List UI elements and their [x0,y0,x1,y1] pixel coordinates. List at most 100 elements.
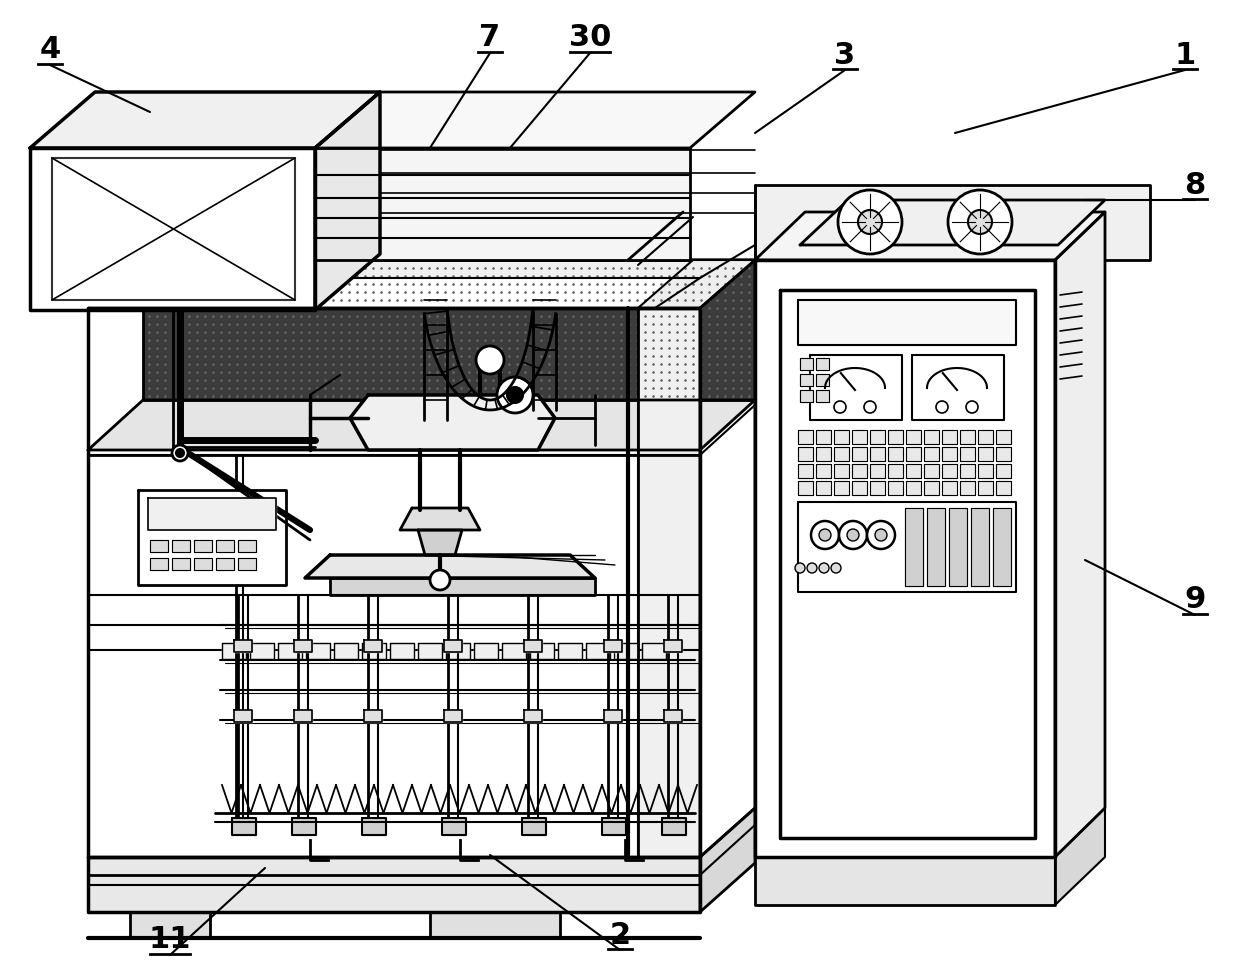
Polygon shape [835,447,849,461]
Polygon shape [835,464,849,478]
Polygon shape [130,912,210,938]
Polygon shape [799,502,1016,592]
Circle shape [430,570,450,590]
Polygon shape [150,558,167,570]
Polygon shape [294,640,312,652]
Polygon shape [662,818,686,835]
Polygon shape [401,508,480,530]
Circle shape [507,387,523,403]
Circle shape [476,346,503,374]
Polygon shape [148,498,277,530]
Circle shape [875,529,887,541]
Polygon shape [291,818,316,835]
Circle shape [176,449,184,457]
Circle shape [949,190,1012,254]
Polygon shape [444,710,463,722]
Circle shape [838,190,901,254]
Polygon shape [234,640,252,652]
Polygon shape [852,481,867,495]
Text: 3: 3 [835,41,856,70]
Polygon shape [870,481,885,495]
Polygon shape [799,430,813,444]
Polygon shape [816,374,830,386]
Polygon shape [216,558,234,570]
Polygon shape [996,481,1011,495]
Polygon shape [306,643,330,659]
Polygon shape [418,643,441,659]
Text: 11: 11 [149,925,191,954]
Polygon shape [1055,808,1105,905]
Polygon shape [755,857,1055,905]
Polygon shape [996,464,1011,478]
Polygon shape [474,643,498,659]
Polygon shape [143,260,755,400]
Polygon shape [642,643,666,659]
Polygon shape [522,818,546,835]
Polygon shape [816,481,831,495]
Text: 7: 7 [480,23,501,52]
Polygon shape [996,447,1011,461]
Polygon shape [942,430,957,444]
Polygon shape [587,643,610,659]
Polygon shape [558,643,582,659]
Polygon shape [835,481,849,495]
Polygon shape [222,643,246,659]
Polygon shape [799,300,1016,345]
Polygon shape [391,643,414,659]
Polygon shape [810,355,901,420]
Polygon shape [365,710,382,722]
Text: 9: 9 [1184,585,1205,614]
Polygon shape [250,643,274,659]
Polygon shape [978,481,993,495]
Polygon shape [193,540,212,552]
Polygon shape [949,508,967,586]
Polygon shape [816,447,831,461]
Polygon shape [799,464,813,478]
Polygon shape [905,508,923,586]
Polygon shape [143,278,701,308]
Polygon shape [88,400,755,450]
Polygon shape [870,464,885,478]
Polygon shape [525,710,542,722]
Polygon shape [529,643,554,659]
Polygon shape [365,640,382,652]
Polygon shape [232,818,255,835]
Circle shape [807,563,817,573]
Polygon shape [906,464,921,478]
Polygon shape [816,390,830,402]
Polygon shape [350,395,556,450]
Polygon shape [960,447,975,461]
Polygon shape [234,710,252,722]
Polygon shape [701,808,755,912]
Polygon shape [52,158,295,300]
Polygon shape [330,578,595,595]
Circle shape [936,401,949,413]
Polygon shape [852,447,867,461]
Polygon shape [294,710,312,722]
Text: 1: 1 [1174,41,1195,70]
Polygon shape [799,481,813,495]
Polygon shape [800,200,1105,245]
Polygon shape [305,555,595,578]
Polygon shape [870,447,885,461]
Polygon shape [960,430,975,444]
Polygon shape [942,464,957,478]
Polygon shape [216,540,234,552]
Circle shape [795,563,805,573]
Polygon shape [88,260,755,308]
Polygon shape [193,558,212,570]
Polygon shape [924,481,939,495]
Polygon shape [362,818,386,835]
Circle shape [966,401,978,413]
Polygon shape [663,640,682,652]
Polygon shape [138,490,286,585]
Polygon shape [888,447,903,461]
Polygon shape [816,430,831,444]
Polygon shape [601,818,626,835]
Polygon shape [525,640,542,652]
Polygon shape [30,92,379,148]
Polygon shape [835,430,849,444]
Polygon shape [924,447,939,461]
Polygon shape [800,358,813,370]
Polygon shape [978,447,993,461]
